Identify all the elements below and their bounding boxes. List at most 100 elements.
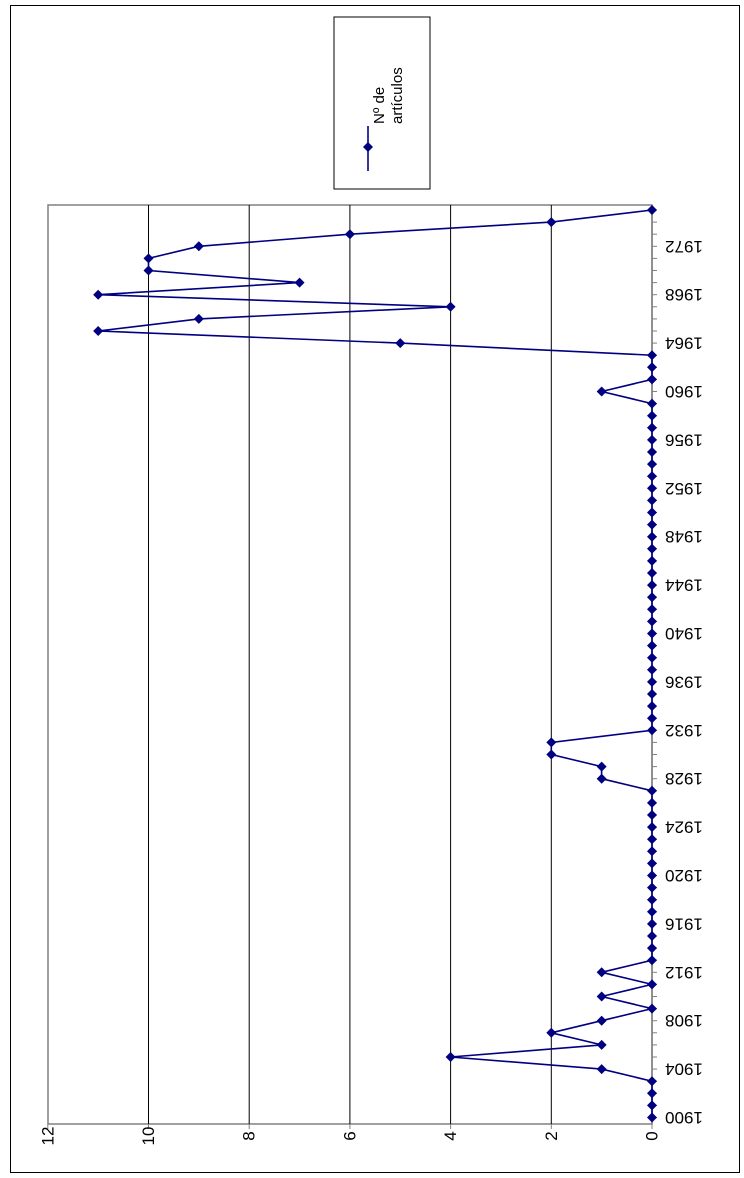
data-point	[647, 422, 657, 433]
data-point	[647, 664, 657, 675]
category-tick-label: 1920	[665, 866, 703, 885]
data-point	[647, 568, 657, 578]
data-point	[546, 217, 557, 228]
category-tick-label: 1904	[665, 1060, 703, 1079]
data-point	[596, 967, 607, 978]
data-point	[647, 616, 657, 627]
category-tick-label: 1928	[665, 769, 703, 788]
data-point	[596, 773, 607, 784]
data-point	[395, 338, 406, 349]
data-point	[344, 229, 355, 240]
data-point	[647, 979, 657, 990]
data-point	[445, 301, 456, 312]
data-point	[647, 531, 657, 542]
data-point	[647, 555, 657, 566]
data-point	[647, 592, 657, 603]
data-point	[596, 1064, 607, 1075]
value-tick-label: 12	[38, 1127, 57, 1146]
data-point	[647, 1076, 657, 1087]
line-chart: 0 2 4 6 8 10 12 1900 1904 1908 1912 1916 1920 1924 192…	[38, 16, 703, 1146]
data-point	[546, 749, 557, 760]
category-tick-label: 1900	[665, 1108, 703, 1127]
data-point	[647, 689, 657, 699]
data-point	[647, 797, 657, 808]
data-point	[143, 265, 154, 276]
data-point	[647, 447, 657, 457]
data-point	[647, 628, 657, 639]
category-tick-label: 1964	[665, 334, 703, 353]
data-point	[93, 326, 104, 336]
category-tick-label: 1912	[665, 963, 703, 982]
data-point	[647, 1100, 657, 1111]
series-line	[98, 209, 653, 1118]
data-point	[647, 858, 657, 869]
data-point	[647, 870, 657, 881]
data-point	[647, 471, 657, 482]
value-tick-label: 4	[441, 1131, 460, 1140]
value-tick-label: 0	[643, 1131, 662, 1140]
data-point	[647, 931, 657, 941]
data-point	[647, 1088, 657, 1099]
data-point	[647, 918, 657, 929]
data-point	[647, 580, 657, 591]
value-tick-label: 8	[240, 1131, 259, 1140]
data-point	[596, 1015, 607, 1026]
category-tick-label: 1972	[665, 237, 703, 256]
value-tick-label: 10	[139, 1127, 158, 1146]
data-point	[193, 241, 204, 252]
category-tick-label: 1952	[665, 479, 703, 498]
chart-area: 0 2 4 6 8 10 12 1900 1904 1908 1912 1916 1920 1924 192…	[10, 5, 740, 1173]
data-point	[647, 459, 657, 470]
data-point	[647, 846, 657, 857]
data-point	[647, 640, 657, 651]
data-point	[647, 955, 657, 966]
category-tick-label: 1932	[665, 721, 703, 740]
data-point	[647, 810, 657, 820]
data-point	[647, 410, 657, 421]
category-tick-label: 1956	[665, 430, 703, 449]
data-point	[647, 374, 657, 385]
legend-marker	[363, 142, 373, 152]
data-point	[647, 943, 657, 954]
data-point	[647, 676, 657, 687]
data-point	[596, 1039, 607, 1050]
data-point	[647, 701, 657, 712]
data-point	[647, 519, 657, 530]
value-tick-label: 2	[542, 1131, 561, 1140]
category-tick-label: 1948	[665, 527, 703, 546]
data-point	[596, 991, 607, 1002]
category-tick-label: 1924	[665, 818, 703, 837]
data-point	[143, 253, 154, 264]
data-point	[647, 1003, 657, 1014]
data-point	[647, 362, 657, 373]
data-point	[193, 313, 204, 324]
legend	[333, 16, 431, 190]
data-point	[647, 713, 657, 724]
data-point	[647, 543, 657, 554]
legend-label-line2: artículos	[389, 67, 406, 124]
data-point	[647, 350, 657, 361]
data-point	[647, 495, 657, 506]
data-point	[647, 205, 657, 215]
category-tick-label: 1944	[665, 576, 703, 595]
data-point	[647, 822, 657, 833]
category-tick-label: 1960	[665, 382, 703, 401]
data-point	[647, 398, 657, 409]
value-tick-label: 6	[340, 1131, 359, 1140]
data-point	[647, 894, 657, 905]
data-point	[647, 785, 657, 796]
data-point	[445, 1052, 456, 1062]
data-point	[546, 737, 557, 748]
category-tick-label: 1916	[665, 914, 703, 933]
data-point	[647, 882, 657, 893]
data-point	[294, 277, 305, 288]
data-point	[596, 386, 607, 397]
category-tick-label: 1968	[665, 285, 703, 304]
category-tick-label: 1940	[665, 624, 703, 643]
data-point	[647, 725, 657, 736]
data-point	[647, 604, 657, 615]
data-point	[647, 834, 657, 845]
data-point	[647, 652, 657, 663]
data-point	[93, 289, 104, 300]
data-point	[647, 507, 657, 518]
